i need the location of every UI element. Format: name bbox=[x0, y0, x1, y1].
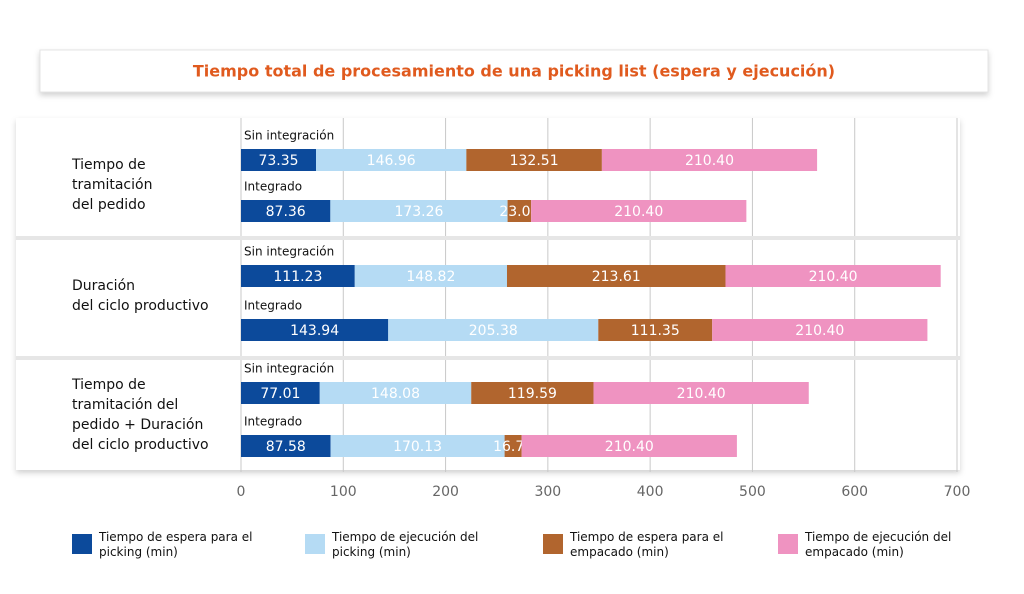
group-label: tramitación del bbox=[72, 397, 178, 413]
bar-segment bbox=[316, 149, 467, 171]
data-label: 146.96 bbox=[367, 153, 416, 169]
data-label: 213.61 bbox=[592, 269, 641, 285]
bar-segment bbox=[319, 382, 472, 404]
x-tick-label: 600 bbox=[841, 484, 868, 500]
data-label: 143.94 bbox=[290, 323, 339, 339]
bar-segment bbox=[506, 265, 726, 287]
data-label: 111.23 bbox=[273, 269, 322, 285]
data-label: 210.40 bbox=[809, 269, 858, 285]
legend-label: Tiempo de ejecución del picking (min) bbox=[332, 530, 479, 559]
bar-segment bbox=[601, 149, 818, 171]
data-label: 87.36 bbox=[266, 204, 306, 220]
group-separator bbox=[16, 356, 960, 360]
legend-swatch bbox=[543, 534, 563, 554]
chart-title: Tiempo total de procesamiento de una pic… bbox=[193, 62, 835, 81]
data-label: 132.51 bbox=[510, 153, 559, 169]
data-label: 148.82 bbox=[406, 269, 455, 285]
legend-swatch bbox=[305, 534, 325, 554]
group-separator bbox=[16, 236, 960, 240]
data-label: 210.40 bbox=[677, 386, 726, 402]
bar-segment bbox=[471, 382, 594, 404]
bar-segment bbox=[388, 319, 599, 341]
bar-segment bbox=[330, 200, 508, 222]
x-tick-label: 0 bbox=[237, 484, 246, 500]
bar-segment bbox=[598, 319, 713, 341]
bar-segment bbox=[241, 382, 320, 404]
data-label: 87.58 bbox=[266, 439, 306, 455]
bar-segment bbox=[466, 149, 602, 171]
bar-category-label: Sin integración bbox=[244, 129, 334, 143]
data-label: 23.04 bbox=[499, 204, 539, 220]
group-label: del ciclo productivo bbox=[72, 298, 209, 314]
bar-segment bbox=[241, 319, 389, 341]
bar-segment bbox=[507, 200, 532, 222]
legend-label: Tiempo de ejecución del empacado (min) bbox=[805, 530, 952, 559]
data-label: 210.40 bbox=[685, 153, 734, 169]
x-tick-label: 300 bbox=[534, 484, 561, 500]
x-tick-label: 100 bbox=[330, 484, 357, 500]
data-label: 210.40 bbox=[605, 439, 654, 455]
bar-segment bbox=[241, 265, 355, 287]
x-tick-label: 200 bbox=[432, 484, 459, 500]
group-label: pedido + Duración bbox=[72, 417, 203, 433]
bar-segment bbox=[593, 382, 809, 404]
data-label: 170.13 bbox=[393, 439, 442, 455]
legend-swatch bbox=[778, 534, 798, 554]
x-tick-label: 700 bbox=[944, 484, 971, 500]
legend-label: Tiempo de espera para el empacado (min) bbox=[570, 530, 724, 559]
data-label: 148.08 bbox=[371, 386, 420, 402]
data-label: 173.26 bbox=[394, 204, 443, 220]
bar-segment bbox=[241, 200, 331, 222]
bar-category-label: Integrado bbox=[244, 180, 302, 194]
x-tick-label: 500 bbox=[739, 484, 766, 500]
bar-segment bbox=[241, 435, 331, 457]
bar-category-label: Sin integración bbox=[244, 245, 334, 259]
bar-category-label: Integrado bbox=[244, 415, 302, 429]
bar-category-label: Sin integración bbox=[244, 362, 334, 376]
group-label: Duración bbox=[72, 278, 135, 294]
bar-category-label: Integrado bbox=[244, 299, 302, 313]
bar-segment bbox=[504, 435, 522, 457]
group-label: tramitación bbox=[72, 177, 152, 193]
data-label: 111.35 bbox=[631, 323, 680, 339]
data-label: 205.38 bbox=[469, 323, 518, 339]
group-label: Tiempo de bbox=[71, 377, 146, 393]
data-label: 210.40 bbox=[795, 323, 844, 339]
group-label: del pedido bbox=[72, 197, 146, 213]
bar-segment bbox=[241, 149, 317, 171]
group-label: del ciclo productivo bbox=[72, 437, 209, 453]
bar-segment bbox=[531, 200, 747, 222]
data-label: 119.59 bbox=[508, 386, 557, 402]
bar-segment bbox=[354, 265, 507, 287]
bar-segment bbox=[712, 319, 928, 341]
legend-label: Tiempo de espera para el picking (min) bbox=[99, 530, 253, 559]
data-label: 210.40 bbox=[614, 204, 663, 220]
bar-segment bbox=[330, 435, 505, 457]
plot-panel bbox=[16, 118, 960, 470]
bar-segment bbox=[521, 435, 737, 457]
title-box bbox=[39, 49, 989, 93]
data-label: 77.01 bbox=[260, 386, 300, 402]
x-tick-label: 400 bbox=[637, 484, 664, 500]
data-label: 73.35 bbox=[258, 153, 298, 169]
group-label: Tiempo de bbox=[71, 157, 146, 173]
bar-segment bbox=[725, 265, 941, 287]
legend-swatch bbox=[72, 534, 92, 554]
